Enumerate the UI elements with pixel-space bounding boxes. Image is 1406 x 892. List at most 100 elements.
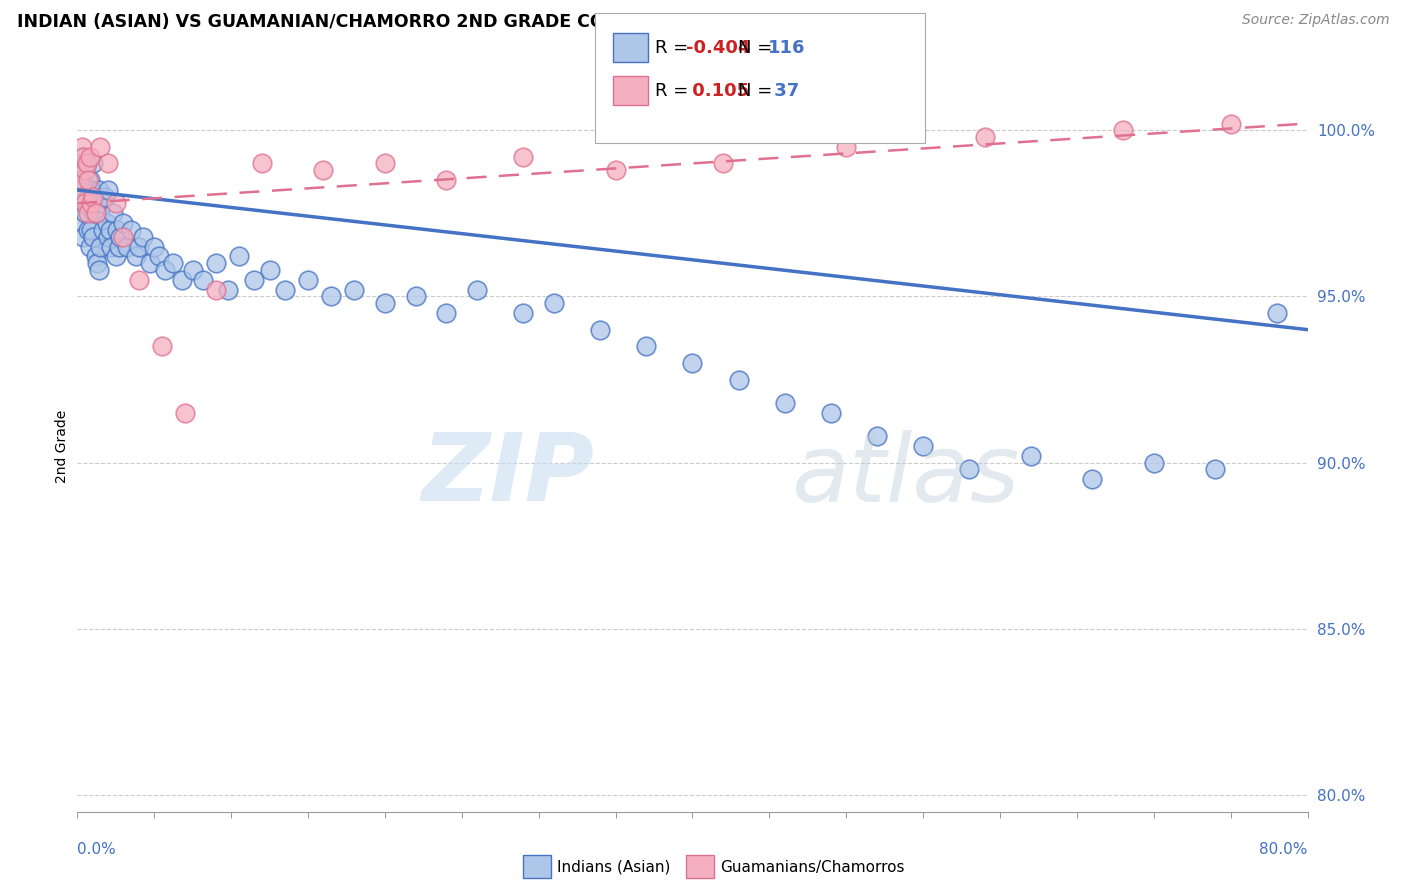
Point — [128, 239, 150, 253]
Point — [79, 150, 101, 164]
Point — [682, 356, 704, 370]
Point — [204, 256, 226, 270]
Point — [105, 223, 128, 237]
Text: Guamanians/Chamorros: Guamanians/Chamorros — [720, 860, 904, 874]
Point — [1265, 306, 1288, 320]
Point — [108, 239, 131, 253]
Point — [711, 156, 734, 170]
Point — [73, 163, 96, 178]
Point — [274, 283, 297, 297]
Point — [1112, 123, 1135, 137]
Text: -0.404: -0.404 — [686, 38, 751, 57]
Point — [89, 206, 111, 220]
Point — [70, 173, 93, 187]
Point — [436, 306, 458, 320]
Point — [1143, 456, 1166, 470]
Point — [70, 140, 93, 154]
Point — [97, 229, 120, 244]
Text: R =: R = — [655, 81, 695, 100]
Point — [89, 239, 111, 253]
Point — [436, 173, 458, 187]
Point — [69, 156, 91, 170]
Text: INDIAN (ASIAN) VS GUAMANIAN/CHAMORRO 2ND GRADE CORRELATION CHART: INDIAN (ASIAN) VS GUAMANIAN/CHAMORRO 2ND… — [17, 13, 786, 31]
Point — [82, 189, 104, 203]
Point — [69, 173, 91, 187]
Point — [97, 183, 120, 197]
Point — [150, 339, 173, 353]
Point — [343, 283, 366, 297]
Point — [104, 196, 127, 211]
Point — [79, 239, 101, 253]
Point — [67, 156, 90, 170]
Point — [912, 439, 935, 453]
Point — [193, 273, 215, 287]
Text: ZIP: ZIP — [422, 429, 595, 521]
Text: N =: N = — [738, 38, 778, 57]
Point — [69, 196, 91, 211]
Text: R =: R = — [655, 38, 695, 57]
Text: atlas: atlas — [792, 430, 1019, 521]
Point — [125, 250, 148, 264]
Point — [1019, 449, 1042, 463]
Point — [132, 229, 155, 244]
Text: Indians (Asian): Indians (Asian) — [557, 860, 671, 874]
Point — [112, 229, 135, 244]
Point — [589, 323, 612, 337]
Point — [727, 372, 749, 386]
Point — [112, 216, 135, 230]
Point — [866, 429, 889, 443]
Point — [1219, 116, 1241, 130]
Point — [97, 156, 120, 170]
Point — [143, 239, 166, 253]
Point — [70, 216, 93, 230]
Point — [79, 173, 101, 187]
Point — [153, 262, 176, 277]
Point — [80, 183, 103, 197]
Point — [312, 163, 335, 178]
Point — [243, 273, 266, 287]
Text: 0.0%: 0.0% — [77, 842, 117, 856]
Point — [84, 250, 107, 264]
Point — [77, 223, 100, 237]
Point — [204, 283, 226, 297]
Point — [73, 163, 96, 178]
Point — [174, 406, 197, 420]
Point — [110, 229, 132, 244]
Point — [76, 156, 98, 170]
Point — [90, 196, 114, 211]
Point — [512, 150, 534, 164]
Point — [170, 273, 193, 287]
Point — [1204, 462, 1226, 476]
Point — [973, 129, 995, 144]
Point — [128, 273, 150, 287]
Point — [93, 223, 115, 237]
Point — [512, 306, 534, 320]
Point — [73, 206, 96, 220]
Point — [73, 196, 96, 211]
Point — [374, 296, 396, 310]
Point — [83, 206, 105, 220]
Text: N =: N = — [738, 81, 778, 100]
Point — [80, 223, 103, 237]
Text: 116: 116 — [768, 38, 806, 57]
Point — [96, 216, 118, 230]
Point — [98, 223, 121, 237]
Point — [80, 196, 103, 211]
Point — [636, 339, 658, 353]
Point — [259, 262, 281, 277]
Point — [76, 156, 98, 170]
Point — [72, 150, 94, 164]
Point — [181, 262, 204, 277]
Text: 37: 37 — [768, 81, 799, 100]
Point — [72, 150, 94, 164]
Point — [70, 189, 93, 203]
Point — [72, 229, 94, 244]
Point — [120, 223, 142, 237]
Point — [148, 250, 170, 264]
Point — [94, 189, 117, 203]
Point — [957, 462, 980, 476]
Point — [228, 250, 250, 264]
Text: 0.105: 0.105 — [686, 81, 749, 100]
Point — [82, 156, 104, 170]
Point — [820, 406, 842, 420]
